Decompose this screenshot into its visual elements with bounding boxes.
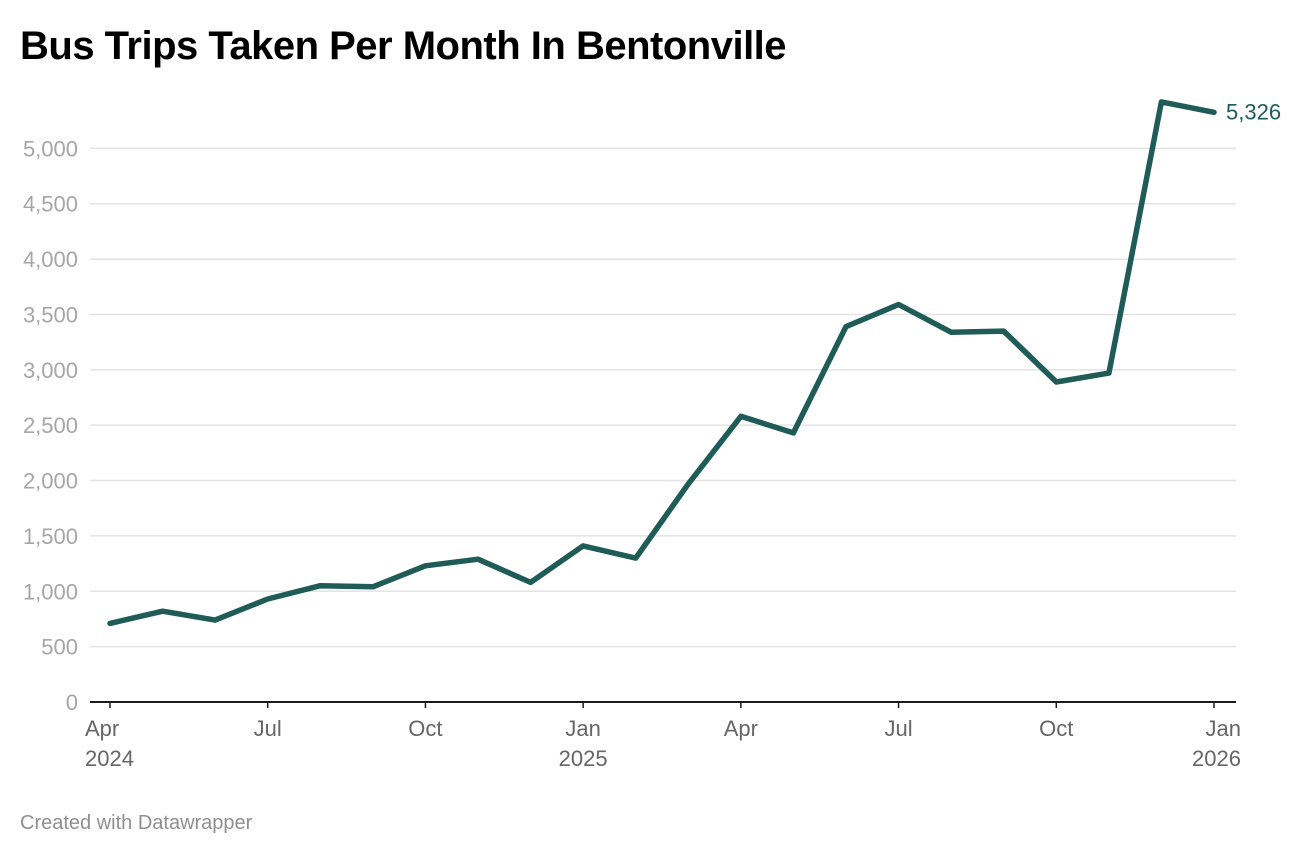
x-axis-ticks: Apr 2024 Jul Oct Jan 2025 Apr Jul Oct Jan 2026: [85, 702, 1241, 771]
y-tick-label: 0: [66, 690, 78, 715]
x-tick-label: Jul: [254, 716, 282, 741]
x-tick-label: Jan: [565, 716, 600, 741]
data-labels: 5,326: [1226, 99, 1281, 124]
y-tick-label: 2,000: [23, 469, 78, 494]
y-tick-label: 4,000: [23, 247, 78, 272]
end-value-label: 5,326: [1226, 99, 1281, 124]
x-tick-year-label: 2026: [1192, 746, 1241, 771]
y-tick-label: 4,500: [23, 192, 78, 217]
y-tick-label: 1,500: [23, 524, 78, 549]
chart-title: Bus Trips Taken Per Month In Bentonville: [20, 24, 787, 68]
y-tick-label: 3,000: [23, 358, 78, 383]
y-tick-label: 3,500: [23, 302, 78, 327]
x-tick-year-label: 2025: [559, 746, 608, 771]
y-tick-label: 500: [41, 635, 78, 660]
credit-footer: Created with Datawrapper: [20, 812, 253, 834]
x-tick-label: Jul: [885, 716, 913, 741]
series-line: [107, 99, 1217, 627]
x-tick-label: Oct: [1039, 716, 1073, 741]
x-tick-label: Oct: [408, 716, 442, 741]
series-group: [107, 99, 1217, 627]
x-tick-year-label: 2024: [85, 746, 134, 771]
y-tick-label: 2,500: [23, 413, 78, 438]
x-tick-label: Apr: [724, 716, 758, 741]
x-tick-label: Apr: [85, 716, 119, 741]
y-axis-ticks: 0 500 1,000 1,500 2,000 2,500 3,000 3,500 4,000 4…: [23, 136, 78, 715]
x-tick-label: Jan: [1206, 716, 1241, 741]
y-tick-label: 1,000: [23, 579, 78, 604]
gridlines: [90, 147, 1236, 648]
y-tick-label: 5,000: [23, 136, 78, 161]
